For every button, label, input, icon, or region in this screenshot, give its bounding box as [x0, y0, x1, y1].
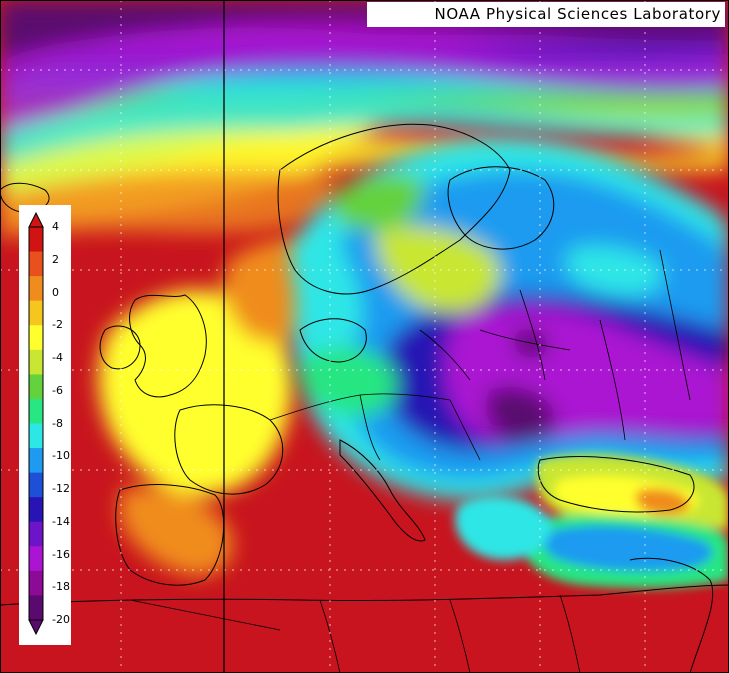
western-europe-field — [98, 239, 341, 576]
colorbar-segment — [29, 276, 43, 302]
colorbar-max-arrow — [28, 211, 44, 228]
colorbar — [28, 211, 44, 636]
colorbar-tick-label: -20 — [52, 613, 70, 626]
colorbar-segment — [29, 595, 43, 621]
colorbar-tick-label: -6 — [52, 383, 63, 397]
colorbar-segment — [29, 398, 43, 424]
colorbar-min-arrow — [28, 619, 44, 636]
colorbar-segment — [29, 546, 43, 572]
colorbar-tick-label: -4 — [52, 351, 63, 364]
colorbar-tick-label: -18 — [52, 580, 70, 594]
colorbar-tick-label: -14 — [52, 514, 70, 528]
colorbar-tick-label: -12 — [52, 482, 70, 495]
colorbar-segment — [29, 325, 43, 351]
scandinavia-central-cold — [290, 138, 729, 500]
black-sea-region — [455, 454, 729, 589]
colorbar-tick-label: -10 — [52, 449, 70, 463]
coastlines — [0, 123, 729, 673]
colorbar-tick-label: -2 — [52, 318, 63, 332]
colorbar-tick-label: -8 — [52, 416, 63, 430]
country-borders — [129, 249, 691, 673]
colorbar-segment — [29, 472, 43, 498]
colorbar-segment — [29, 374, 43, 400]
northern-cold-band — [0, 0, 729, 240]
colorbar-segment — [29, 521, 43, 547]
colorbar-tick-label: 4 — [52, 220, 59, 233]
colorbar-tick-label: 0 — [52, 285, 59, 299]
colorbar-segment — [29, 497, 43, 523]
colorbar-outline — [28, 226, 44, 621]
colorbar-legend: 4 2 0 -2 -4 -6 -8 -10 -12 -14 -16 -18 -20 — [19, 205, 71, 645]
colorbar-segment — [29, 300, 43, 326]
colorbar-segment — [29, 570, 43, 596]
colorbar-segment — [29, 423, 43, 449]
colorbar-segment — [29, 448, 43, 474]
colorbar-segment — [29, 349, 43, 375]
credit-label: NOAA Physical Sciences Laboratory — [367, 2, 725, 27]
colorbar-tick-label: 2 — [52, 252, 59, 266]
colorbar-segment — [29, 251, 43, 277]
colorbar-tick-label: -16 — [52, 547, 70, 561]
colorbar-segment — [29, 227, 43, 253]
